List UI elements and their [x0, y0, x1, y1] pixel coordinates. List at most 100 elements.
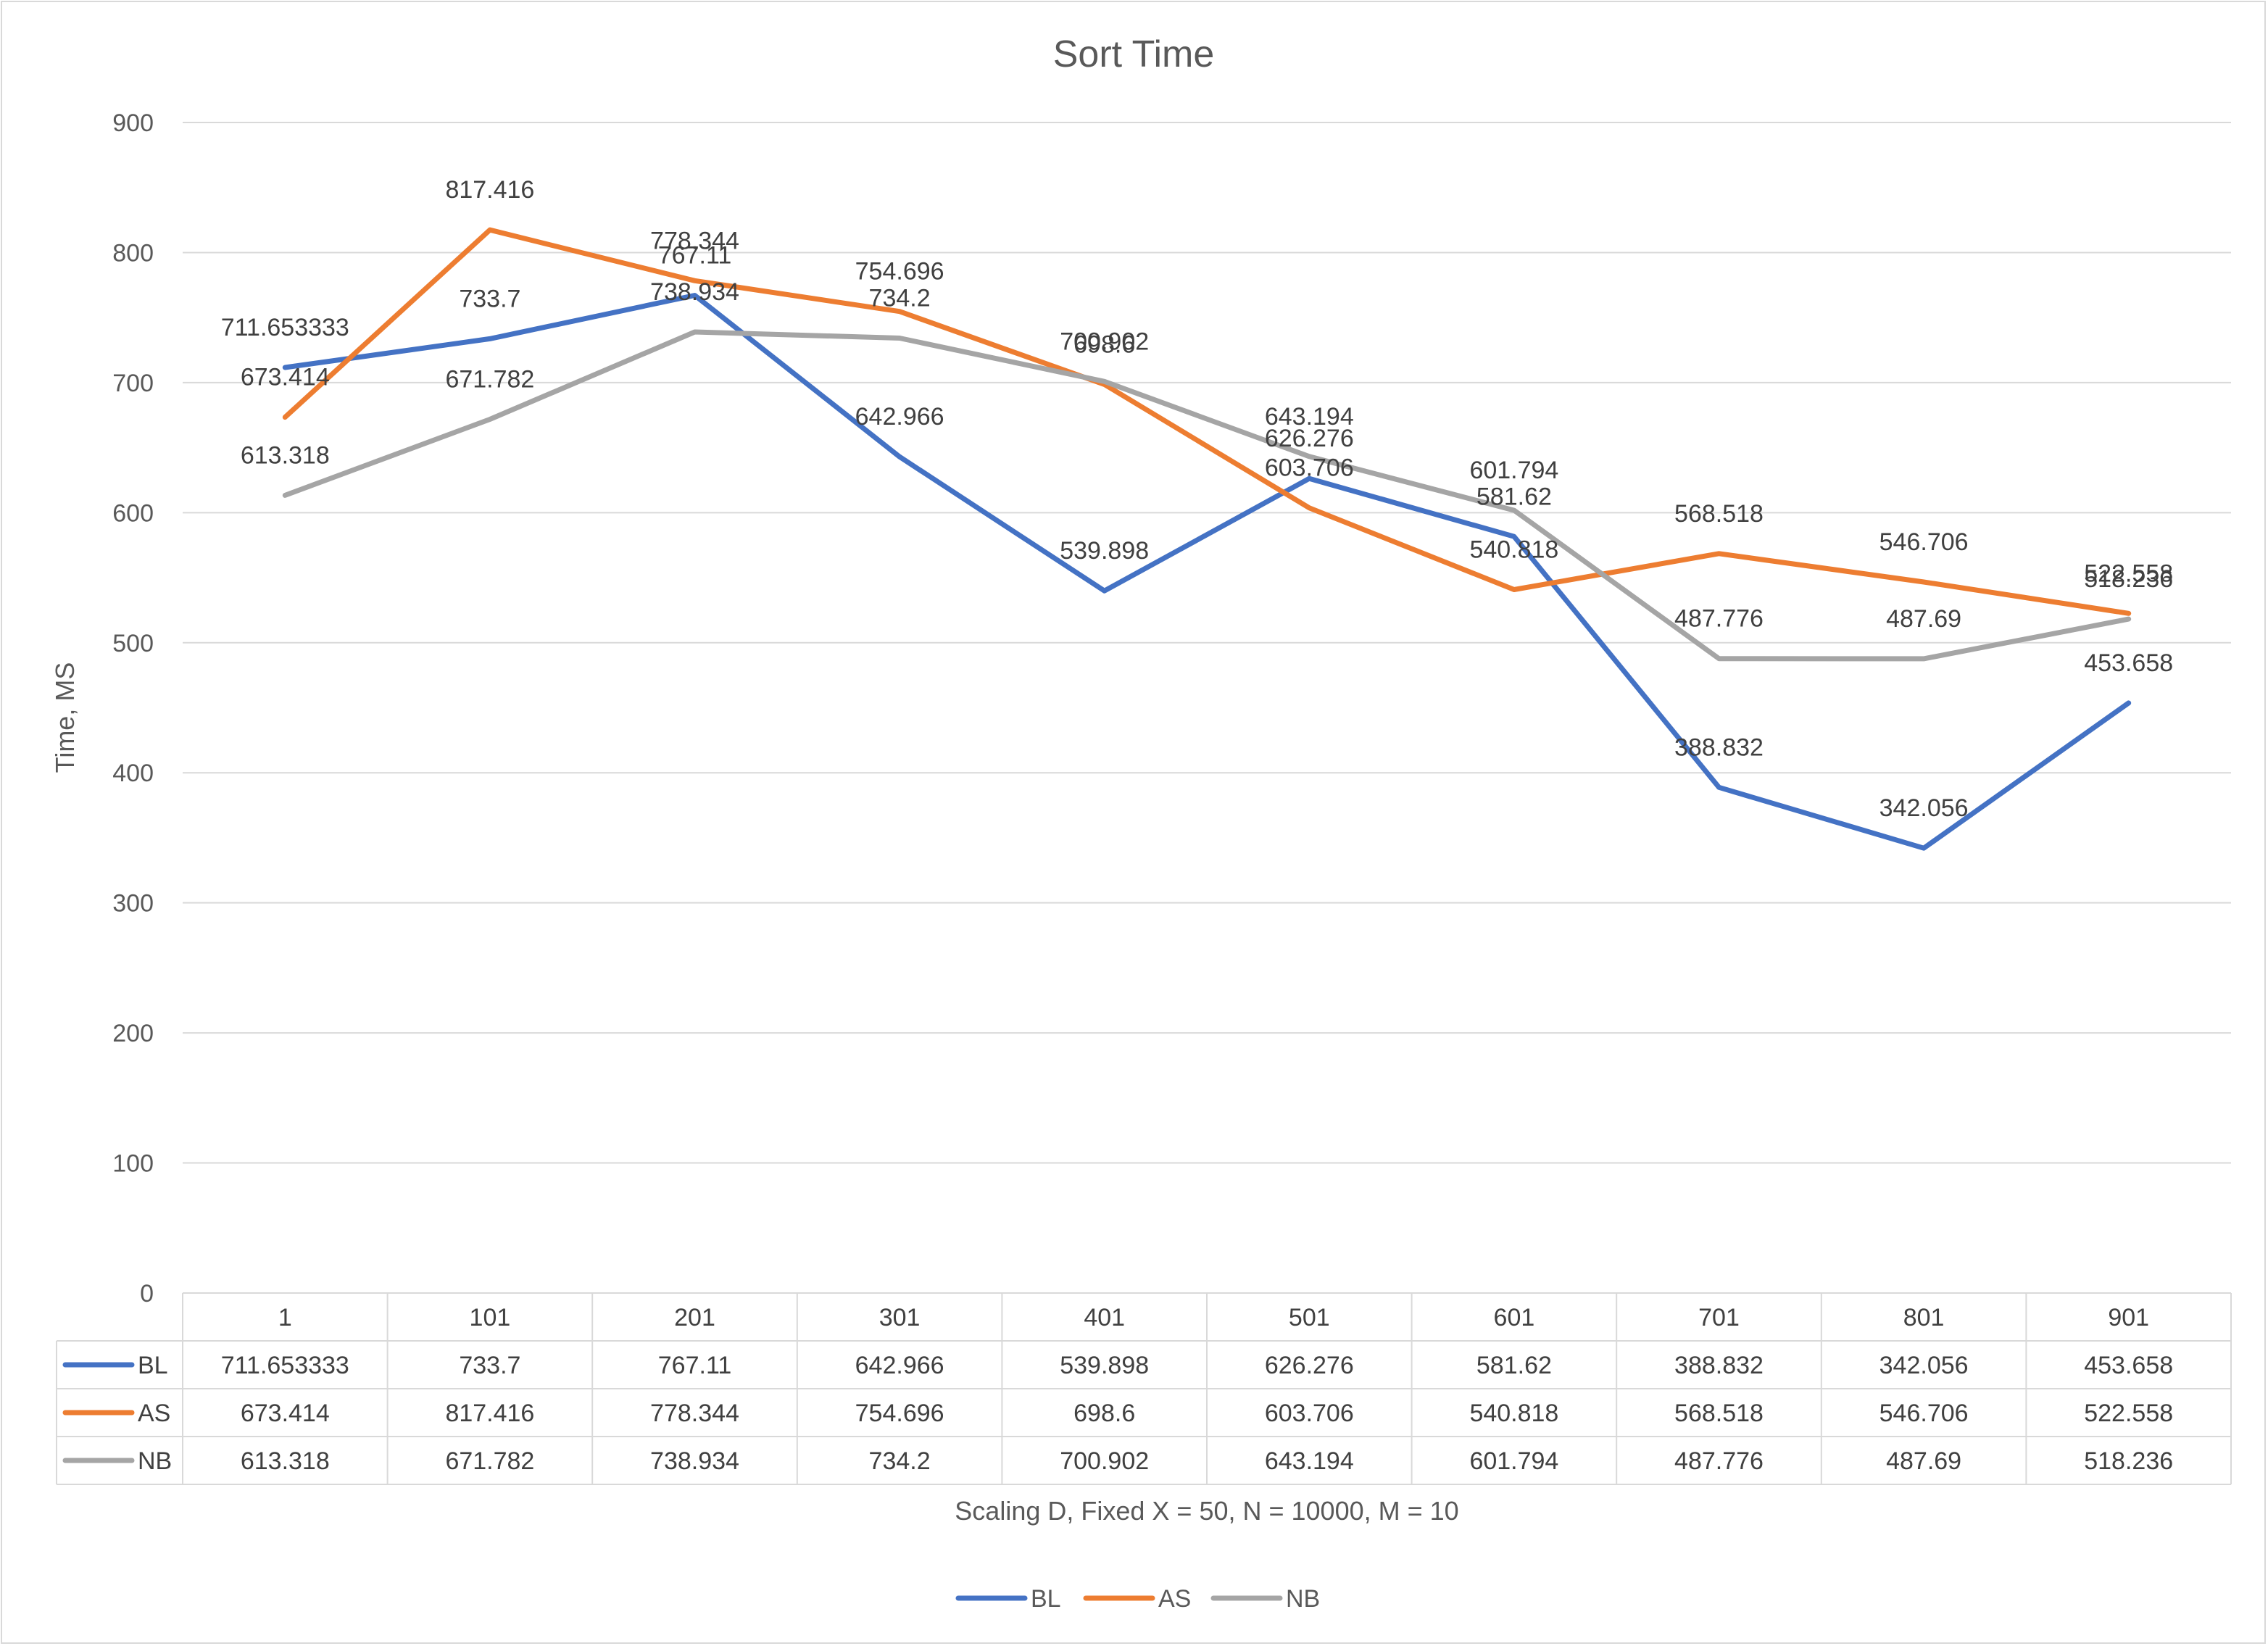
data-label-BL: 626.276 — [1265, 425, 1354, 452]
data-label-NB: 613.318 — [241, 441, 330, 469]
table-series-name: BL — [138, 1352, 168, 1379]
table-category: 401 — [1084, 1304, 1125, 1331]
y-tick-label: 700 — [112, 370, 154, 397]
series-lines — [282, 227, 2132, 851]
data-label-NB: 601.794 — [1469, 457, 1558, 484]
table-category: 101 — [470, 1304, 511, 1331]
table-cell: 487.776 — [1674, 1447, 1764, 1475]
table-cell: 642.966 — [855, 1352, 944, 1379]
table-cell: 754.696 — [855, 1400, 944, 1427]
data-label-BL: 767.11 — [658, 241, 731, 269]
data-label-NB: 518.236 — [2084, 565, 2173, 593]
data-label-BL: 342.056 — [1879, 794, 1969, 822]
y-tick-label: 600 — [112, 499, 154, 527]
y-tick-label: 500 — [112, 630, 154, 657]
data-label-BL: 733.7 — [459, 285, 520, 312]
table-cell: 539.898 — [1060, 1352, 1149, 1379]
table-series-name: NB — [138, 1447, 172, 1475]
series-line-BL — [282, 293, 2132, 851]
data-label-AS: 817.416 — [445, 176, 534, 204]
table-cell: 711.653333 — [221, 1352, 349, 1379]
table-cell: 603.706 — [1265, 1400, 1354, 1427]
legend-label: BL — [1031, 1585, 1061, 1613]
table-cell: 643.194 — [1265, 1447, 1354, 1475]
table-cell: 540.818 — [1469, 1400, 1558, 1427]
table-category: 901 — [2108, 1304, 2149, 1331]
y-tick-label: 800 — [112, 239, 154, 267]
y-axis-ticks: 0 100 200 300 400 500 600 700 800 900 — [112, 109, 154, 1308]
gridlines — [183, 122, 2231, 1164]
table-cell: 733.7 — [459, 1352, 520, 1379]
table-cell: 626.276 — [1265, 1352, 1354, 1379]
chart-title: Sort Time — [1053, 33, 1215, 75]
table-cell: 518.236 — [2084, 1447, 2173, 1475]
table-series-name: AS — [138, 1400, 170, 1427]
data-label-BL: 539.898 — [1060, 537, 1149, 565]
data-label-AS: 568.518 — [1674, 500, 1764, 528]
table-cell: 487.69 — [1886, 1447, 1961, 1475]
y-tick-label: 100 — [112, 1150, 154, 1178]
table-cell: 671.782 — [445, 1447, 534, 1475]
y-tick-label: 400 — [112, 760, 154, 787]
data-label-AS: 778.344 — [650, 227, 739, 254]
y-tick-label: 300 — [112, 890, 154, 918]
data-label-BL: 642.966 — [855, 403, 944, 431]
table-cell: 738.934 — [650, 1447, 739, 1475]
data-label-AS: 540.818 — [1469, 536, 1558, 564]
y-tick-label: 900 — [112, 109, 154, 137]
series-line-AS — [282, 227, 2132, 616]
x-axis-label: Scaling D, Fixed X = 50, N = 10000, M = … — [955, 1496, 1458, 1526]
data-label-BL: 711.653333 — [221, 314, 349, 341]
table-cell: 778.344 — [650, 1400, 739, 1427]
data-label-BL: 388.832 — [1674, 733, 1764, 761]
data-label-NB: 487.69 — [1886, 605, 1961, 633]
data-label-AS: 698.6 — [1073, 331, 1135, 358]
table-cell: 817.416 — [445, 1400, 534, 1427]
y-tick-label: 200 — [112, 1020, 154, 1047]
table-category: 701 — [1698, 1304, 1740, 1331]
data-label-BL: 453.658 — [2084, 649, 2173, 677]
data-label-NB: 643.194 — [1265, 403, 1354, 431]
table-cell: 767.11 — [658, 1352, 731, 1379]
y-axis-label: Time, MS — [50, 662, 80, 773]
table-cell: 453.658 — [2084, 1352, 2173, 1379]
data-label-AS: 673.414 — [241, 364, 330, 391]
data-label-AS: 522.558 — [2084, 560, 2173, 587]
table-cell: 673.414 — [241, 1400, 330, 1427]
data-label-NB: 487.776 — [1674, 605, 1764, 633]
data-label-NB: 700.902 — [1060, 328, 1149, 355]
table-category: 1 — [278, 1304, 292, 1331]
table-cell: 700.902 — [1060, 1447, 1149, 1475]
data-label-NB: 671.782 — [445, 366, 534, 394]
data-label-NB: 738.934 — [650, 278, 739, 306]
table-category: 601 — [1494, 1304, 1535, 1331]
table-cell: 581.62 — [1476, 1352, 1552, 1379]
data-table: 1 101 201 301 401 501 601 701 801 901 BL 711.653333… — [56, 1292, 2232, 1485]
table-cell: 734.2 — [869, 1447, 931, 1475]
table-category: 301 — [879, 1304, 921, 1331]
data-label-AS: 546.706 — [1879, 528, 1969, 556]
table-cell: 342.056 — [1879, 1352, 1969, 1379]
legend: BL AS NB — [955, 1585, 1320, 1613]
table-category: 501 — [1289, 1304, 1330, 1331]
legend-label: AS — [1158, 1585, 1191, 1613]
table-cell: 698.6 — [1073, 1400, 1135, 1427]
data-label-BL: 581.62 — [1476, 483, 1552, 510]
table-cell: 613.318 — [241, 1447, 330, 1475]
series-line-NB — [282, 329, 2132, 662]
table-cell: 522.558 — [2084, 1400, 2173, 1427]
table-cell: 546.706 — [1879, 1400, 1969, 1427]
table-cell: 601.794 — [1469, 1447, 1558, 1475]
table-cell: 568.518 — [1674, 1400, 1764, 1427]
legend-label: NB — [1286, 1585, 1320, 1613]
table-cell: 388.832 — [1674, 1352, 1764, 1379]
data-label-AS: 603.706 — [1265, 454, 1354, 482]
data-label-NB: 734.2 — [869, 285, 931, 312]
data-label-AS: 754.696 — [855, 258, 944, 286]
data-labels: 711.653333 733.7 767.11 642.966 539.898 626.2… — [221, 176, 2173, 822]
table-category: 201 — [674, 1304, 715, 1331]
y-tick-label: 0 — [140, 1280, 154, 1308]
table-category: 801 — [1903, 1304, 1945, 1331]
